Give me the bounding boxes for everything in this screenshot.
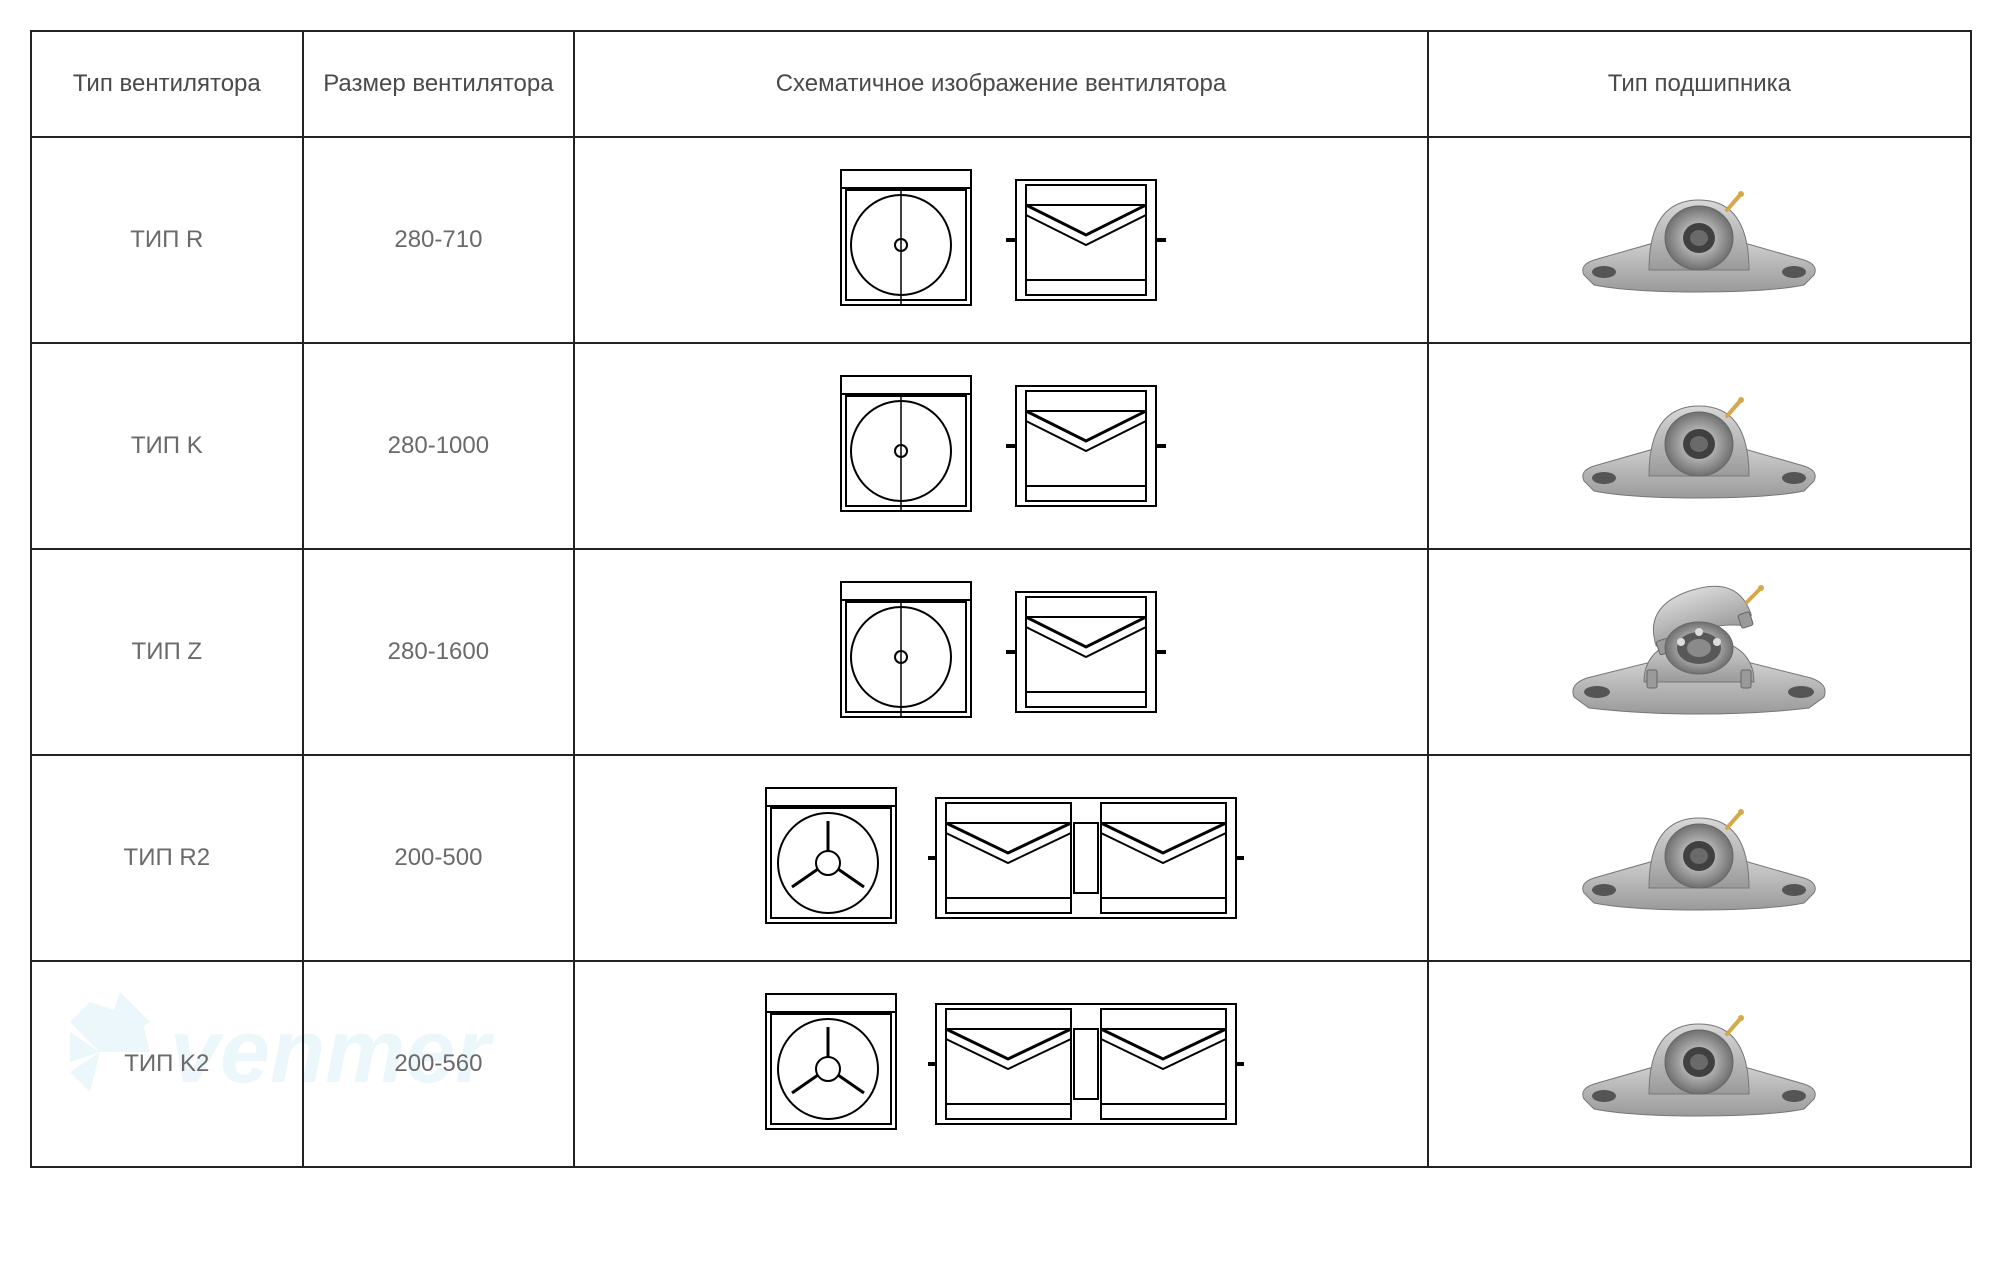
table-row: ТИП R2200-500 [31, 755, 1971, 961]
cell-schematic [574, 137, 1428, 343]
cell-bearing [1428, 961, 1971, 1167]
table-row: ТИП Z280-1600 [31, 549, 1971, 755]
fan-front-icon [831, 577, 981, 727]
cell-fan-type: ТИП R [31, 137, 303, 343]
fan-side-double-icon [926, 989, 1246, 1139]
fan-front-spoke-icon [756, 783, 906, 933]
fan-front-icon [831, 165, 981, 315]
pillow-bearing-icon [1569, 798, 1829, 918]
cell-bearing [1428, 549, 1971, 755]
cell-fan-type: ТИП R2 [31, 755, 303, 961]
header-fan-size: Размер вентилятора [303, 31, 575, 137]
header-schematic: Схематичное изображение вентилятора [574, 31, 1428, 137]
fan-side-double-icon [926, 783, 1246, 933]
pillow-bearing-icon [1569, 386, 1829, 506]
table-row: ТИП K2200-560 [31, 961, 1971, 1167]
header-bearing-type: Тип подшипника [1428, 31, 1971, 137]
table-row: ТИП R280-710 [31, 137, 1971, 343]
cell-fan-size: 280-710 [303, 137, 575, 343]
cell-fan-type: ТИП K [31, 343, 303, 549]
cell-schematic [574, 755, 1428, 961]
cell-bearing [1428, 755, 1971, 961]
cell-schematic [574, 549, 1428, 755]
fan-side-icon [1001, 371, 1171, 521]
cell-fan-type: ТИП Z [31, 549, 303, 755]
fan-side-icon [1001, 577, 1171, 727]
header-fan-type: Тип вентилятора [31, 31, 303, 137]
table-row: ТИП K280-1000 [31, 343, 1971, 549]
fan-front-icon [831, 371, 981, 521]
cell-fan-size: 280-1000 [303, 343, 575, 549]
cell-schematic [574, 343, 1428, 549]
split-bearing-icon [1559, 582, 1839, 722]
cell-bearing [1428, 137, 1971, 343]
cell-fan-size: 200-560 [303, 961, 575, 1167]
cell-fan-size: 200-500 [303, 755, 575, 961]
cell-bearing [1428, 343, 1971, 549]
cell-schematic [574, 961, 1428, 1167]
pillow-bearing-icon [1569, 180, 1829, 300]
fan-type-table: Тип вентилятора Размер вентилятора Схема… [30, 30, 1972, 1168]
pillow-bearing-icon [1569, 1004, 1829, 1124]
fan-side-icon [1001, 165, 1171, 315]
cell-fan-size: 280-1600 [303, 549, 575, 755]
cell-fan-type: ТИП K2 [31, 961, 303, 1167]
fan-front-spoke-icon [756, 989, 906, 1139]
